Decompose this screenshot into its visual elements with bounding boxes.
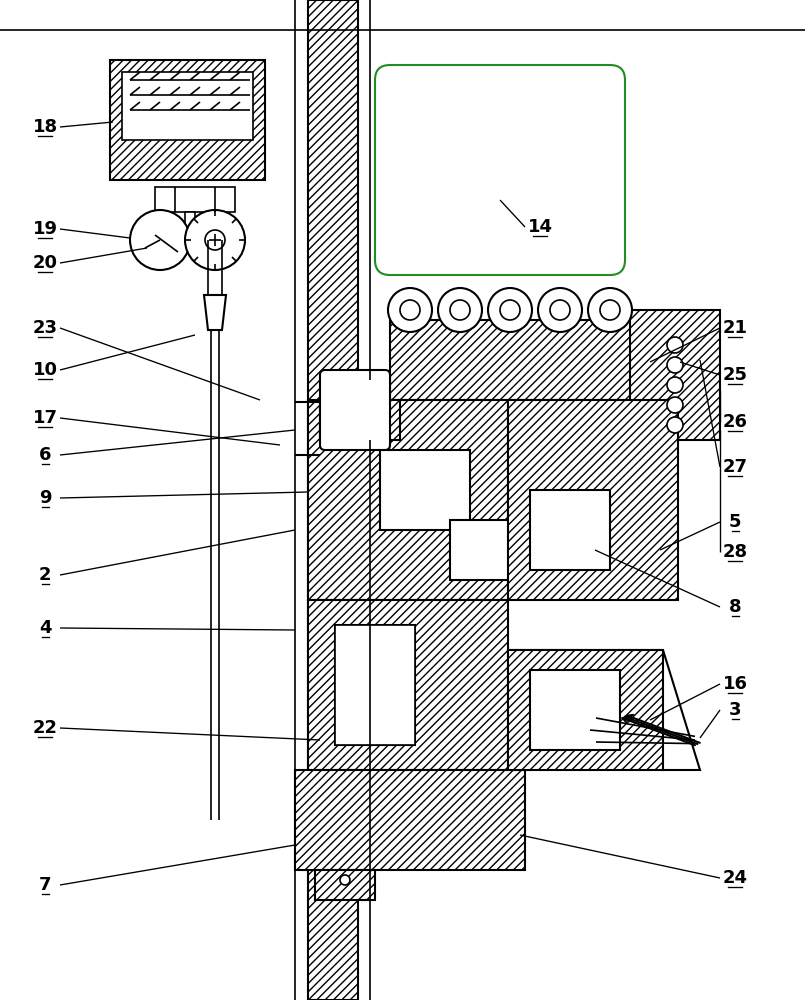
Bar	[508, 650, 663, 770]
Text: 14: 14	[527, 218, 552, 236]
Text: 19: 19	[32, 220, 57, 238]
Bar	[335, 625, 415, 745]
Text: 27: 27	[723, 458, 748, 476]
FancyBboxPatch shape	[375, 65, 625, 275]
Bar	[308, 600, 508, 770]
Polygon shape	[508, 650, 700, 770]
Circle shape	[400, 300, 420, 320]
Text: 23: 23	[32, 319, 57, 337]
Bar	[155, 187, 235, 212]
Bar	[450, 520, 510, 580]
Text: 6: 6	[39, 446, 52, 464]
Bar	[295, 770, 525, 870]
Bar	[185, 212, 195, 240]
Circle shape	[388, 288, 432, 332]
Circle shape	[340, 875, 350, 885]
Bar	[335, 625, 415, 745]
Bar	[630, 310, 720, 440]
Text: 25: 25	[723, 366, 748, 384]
Circle shape	[438, 288, 482, 332]
Bar	[390, 320, 670, 400]
Circle shape	[550, 300, 570, 320]
Circle shape	[667, 337, 683, 353]
Circle shape	[500, 300, 520, 320]
Text: 8: 8	[729, 598, 741, 616]
FancyBboxPatch shape	[320, 370, 390, 450]
Polygon shape	[204, 295, 226, 330]
Text: 21: 21	[723, 319, 748, 337]
Circle shape	[667, 377, 683, 393]
Text: 20: 20	[32, 254, 57, 272]
Circle shape	[130, 210, 190, 270]
Text: 17: 17	[32, 409, 57, 427]
Circle shape	[667, 397, 683, 413]
Bar	[530, 670, 620, 750]
Text: 9: 9	[39, 489, 52, 507]
Text: 4: 4	[39, 619, 52, 637]
Text: 24: 24	[723, 869, 748, 887]
Text: 28: 28	[722, 543, 748, 561]
Text: 3: 3	[729, 701, 741, 719]
Text: 10: 10	[32, 361, 57, 379]
Bar	[110, 60, 265, 180]
Circle shape	[588, 288, 632, 332]
Bar	[380, 450, 470, 530]
Bar	[308, 400, 508, 600]
Text: 18: 18	[32, 118, 58, 136]
Text: 2: 2	[39, 566, 52, 584]
Bar	[315, 870, 375, 900]
Circle shape	[538, 288, 582, 332]
Circle shape	[488, 288, 532, 332]
Circle shape	[667, 417, 683, 433]
Bar	[308, 0, 358, 1000]
Bar	[330, 380, 380, 440]
Bar	[508, 400, 678, 600]
Bar	[122, 72, 253, 140]
Text: 7: 7	[39, 876, 52, 894]
Circle shape	[205, 230, 225, 250]
Text: 5: 5	[729, 513, 741, 531]
Text: 22: 22	[32, 719, 57, 737]
Text: 26: 26	[723, 413, 748, 431]
Bar	[320, 400, 400, 440]
Text: 16: 16	[723, 675, 748, 693]
Bar	[530, 490, 610, 570]
Circle shape	[185, 210, 245, 270]
Bar	[330, 390, 390, 405]
Circle shape	[600, 300, 620, 320]
Circle shape	[450, 300, 470, 320]
Circle shape	[667, 357, 683, 373]
